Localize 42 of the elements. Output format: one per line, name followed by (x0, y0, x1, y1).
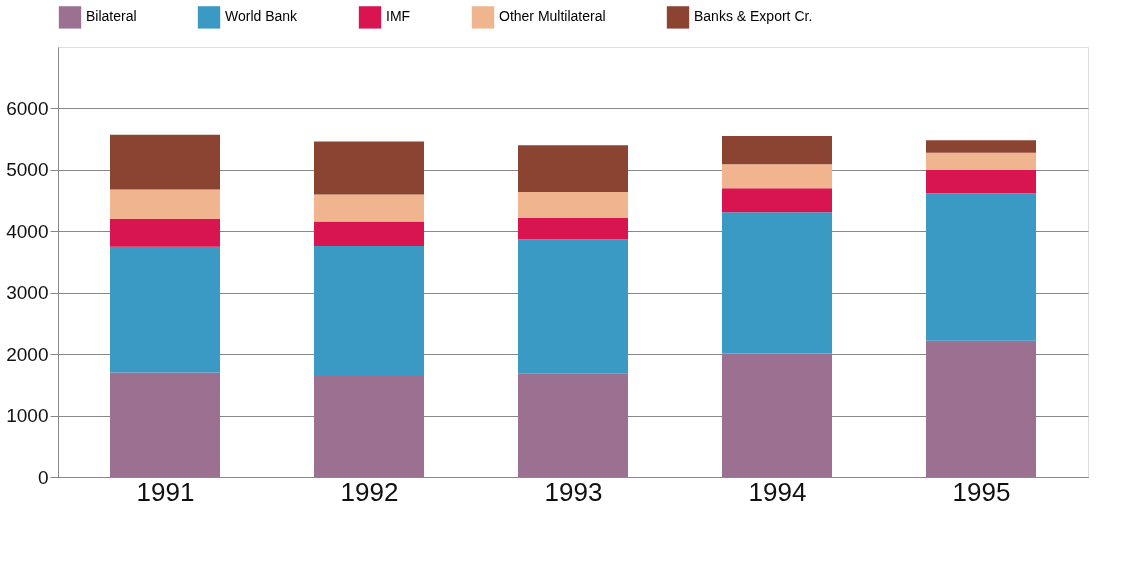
bar (926, 140, 1036, 153)
bar (314, 246, 424, 376)
bar (314, 221, 424, 247)
bar (926, 193, 1036, 341)
y-tick-label: 0 (37, 466, 49, 488)
bar (722, 164, 832, 189)
y-tick-label: 3000 (6, 282, 49, 304)
legend-label: Other Multilateral (499, 8, 606, 25)
y-tick-label: 5000 (6, 159, 49, 181)
x-tick-label: 1995 (952, 476, 1011, 507)
bar (110, 189, 220, 219)
bar (518, 217, 628, 240)
bar (314, 375, 424, 477)
bar (110, 246, 220, 373)
bar (722, 353, 832, 477)
x-tick-label: 1992 (340, 476, 399, 507)
bar (926, 152, 1036, 170)
bar (314, 194, 424, 222)
legend-label: World Bank (225, 8, 299, 25)
bar (110, 219, 220, 247)
y-tick-label: 2000 (6, 343, 49, 365)
bar (926, 169, 1036, 194)
bar (518, 239, 628, 374)
legend-label: Bilateral (86, 8, 137, 25)
x-tick-label: 1994 (748, 476, 807, 507)
y-tick-label: 6000 (6, 97, 49, 119)
bar (926, 340, 1036, 477)
legend-label: Banks & Export Cr. (694, 8, 813, 25)
y-tick-label: 4000 (6, 220, 49, 242)
bar (518, 191, 628, 218)
y-tick-label: 1000 (6, 405, 49, 427)
bar (722, 136, 832, 165)
bar (518, 373, 628, 477)
bar (518, 145, 628, 192)
bar (314, 141, 424, 195)
bar (110, 134, 220, 190)
bar (722, 188, 832, 213)
x-tick-label: 1991 (136, 476, 195, 507)
bar (110, 372, 220, 477)
x-tick-label: 1993 (544, 476, 603, 507)
legend-label: IMF (386, 8, 411, 25)
bar (722, 212, 832, 354)
